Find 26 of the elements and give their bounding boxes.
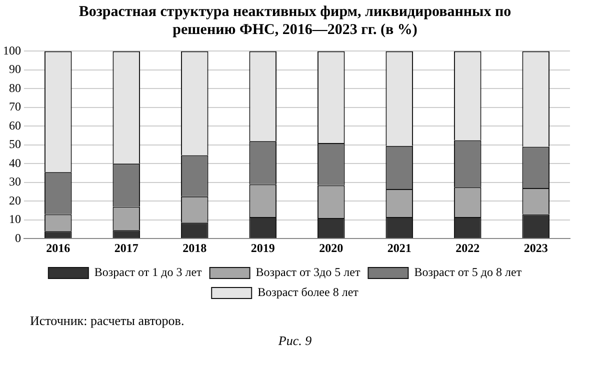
legend-label: Возраст от 3до 5 лет xyxy=(256,265,361,280)
y-tick-label: 90 xyxy=(9,62,21,76)
x-tick-label: 2019 xyxy=(250,240,275,255)
x-tick-label: 2021 xyxy=(387,240,412,255)
legend-label: Возраст от 5 до 8 лет xyxy=(414,265,522,280)
y-tick-label: 20 xyxy=(9,193,21,208)
x-tick-label: 2020 xyxy=(319,240,344,255)
y-tick-label: 30 xyxy=(9,174,21,189)
legend-label: Возраст более 8 лет xyxy=(258,285,360,300)
y-tick-label: 70 xyxy=(9,100,21,114)
legend-label: Возраст от 1 до 3 лет xyxy=(94,265,203,280)
x-tick-label: 2017 xyxy=(114,240,138,255)
x-tick-label: 2016 xyxy=(46,240,70,255)
x-tick-label: 2023 xyxy=(524,240,548,255)
text: Источник: расчеты авторов. xyxy=(29,313,186,329)
chart-title: Возрастная структура неактивных фирм, ликвидированных по решению ФНС, 2016—2023 гг. (в %) xyxy=(78,3,512,40)
y-tick-label: 50 xyxy=(9,137,21,152)
y-tick-label: 10 xyxy=(9,212,21,226)
y-tick-label: 80 xyxy=(9,80,21,95)
y-tick-label: 60 xyxy=(9,118,21,132)
text: Рис. 9 xyxy=(277,333,313,349)
x-tick-label: 2022 xyxy=(456,240,480,255)
y-tick-label: 0 xyxy=(15,230,21,245)
y-tick-label: 40 xyxy=(9,156,21,170)
x-tick-label: 2018 xyxy=(182,240,207,255)
y-tick-label: 100 xyxy=(3,43,21,58)
